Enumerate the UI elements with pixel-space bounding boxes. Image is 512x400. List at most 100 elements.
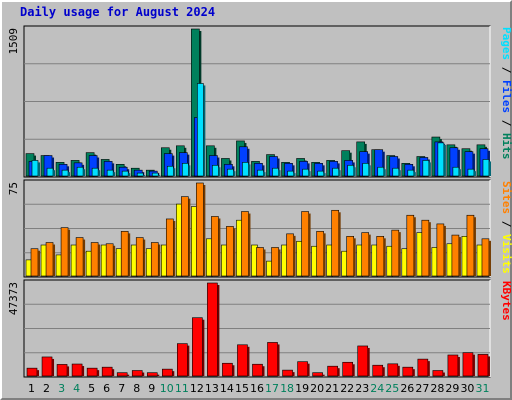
y-max-label: 1509 — [7, 28, 20, 55]
x-tick-label: 10 — [160, 382, 174, 395]
bar-sites — [451, 234, 461, 277]
bar-pages — [46, 167, 56, 177]
bar-pages — [242, 162, 251, 177]
x-tick-label: 15 — [235, 382, 249, 395]
x-tick-label: 14 — [220, 382, 234, 395]
bar-sites — [30, 248, 40, 277]
bar-pages — [392, 167, 401, 177]
bar-pages — [302, 168, 311, 177]
bar-kbytes — [402, 366, 415, 377]
bar-kbytes — [26, 367, 39, 377]
bar-pages — [317, 170, 326, 177]
legend-item: / — [500, 60, 512, 80]
x-tick-label: 5 — [88, 382, 95, 395]
bar-kbytes — [207, 282, 220, 377]
x-tick-label: 7 — [118, 382, 125, 395]
bar-kbytes — [312, 372, 325, 377]
bar-pages — [377, 166, 386, 177]
bar-sites — [421, 219, 431, 277]
x-tick-label: 17 — [265, 382, 279, 395]
bar-sites — [391, 229, 401, 277]
chart-title: Daily usage for August 2024 — [20, 5, 216, 19]
bar-pages — [467, 168, 476, 177]
bar-sites — [181, 196, 191, 277]
bar-pages — [182, 163, 191, 177]
bar-kbytes — [222, 362, 235, 377]
bar-sites — [211, 216, 221, 277]
bar-pages — [332, 167, 341, 177]
x-tick-label: 12 — [190, 382, 204, 395]
bar-sites — [45, 242, 56, 277]
legend-item: / — [500, 113, 512, 133]
bar-kbytes — [357, 345, 370, 377]
bar-sites — [135, 237, 146, 277]
bar-sites — [120, 231, 131, 277]
bar-kbytes — [477, 354, 490, 377]
x-tick-label: 8 — [133, 382, 140, 395]
bar-pages — [362, 163, 371, 177]
x-tick-label: 11 — [175, 382, 189, 395]
bar-kbytes — [327, 365, 340, 377]
bar-sites — [436, 223, 446, 277]
legend-item: Hits — [500, 133, 512, 160]
x-tick-label: 4 — [73, 382, 80, 395]
bar-pages — [166, 165, 176, 177]
bar-pages — [197, 83, 206, 177]
bar-kbytes — [462, 352, 475, 377]
legend: KBytes — [500, 281, 512, 321]
y-max-label: 47373 — [7, 282, 20, 315]
bar-sites — [271, 247, 281, 277]
bar-pages — [106, 169, 116, 177]
bar-kbytes — [297, 361, 310, 377]
bar-sites — [316, 231, 326, 277]
bar-sites — [75, 237, 86, 277]
legend: Pages / Files / Hits — [500, 27, 512, 160]
bar-sites — [481, 238, 491, 277]
x-tick-label: 31 — [475, 382, 489, 395]
bar-pages — [121, 170, 131, 177]
bar-sites — [406, 214, 416, 277]
bar-sites — [90, 242, 101, 277]
bar-kbytes — [177, 343, 190, 377]
x-tick-label: 3 — [58, 382, 65, 395]
bar-kbytes — [192, 317, 205, 377]
bar-sites — [165, 218, 176, 277]
bar-kbytes — [237, 344, 250, 377]
x-tick-label: 25 — [385, 382, 399, 395]
bar-kbytes — [161, 368, 175, 377]
bar-pages — [407, 169, 416, 177]
bar-sites — [226, 226, 236, 277]
bar-pages — [91, 167, 101, 177]
bar-pages — [257, 169, 266, 177]
x-tick-label: 9 — [148, 382, 155, 395]
bar-pages — [452, 166, 461, 177]
bar-sites — [466, 214, 476, 277]
bar-sites — [241, 211, 251, 277]
bar-kbytes — [41, 356, 55, 377]
bar-kbytes — [282, 369, 295, 377]
bar-kbytes — [71, 363, 85, 377]
x-tick-label: 30 — [460, 382, 474, 395]
bar-pages — [437, 142, 446, 177]
legend-item: Sites — [500, 181, 512, 214]
bar-pages — [61, 169, 71, 177]
x-tick-label: 19 — [295, 382, 309, 395]
bar-kbytes — [342, 361, 355, 377]
bar-kbytes — [447, 354, 460, 377]
bar-pages — [422, 160, 431, 177]
bar-sites — [301, 211, 311, 277]
bar-sites — [286, 233, 296, 277]
bar-pages — [227, 168, 236, 177]
bar-sites — [331, 209, 341, 277]
bar-kbytes — [116, 372, 130, 377]
legend-item: KBytes — [500, 281, 512, 321]
bar-kbytes — [372, 364, 385, 377]
x-tick-label: 27 — [415, 382, 429, 395]
bar-sites — [105, 243, 116, 277]
bar-sites — [150, 242, 161, 277]
bar-pages — [136, 172, 146, 177]
bar-pages — [287, 170, 296, 177]
x-tick-label: 28 — [430, 382, 444, 395]
bar-sites — [256, 247, 266, 277]
